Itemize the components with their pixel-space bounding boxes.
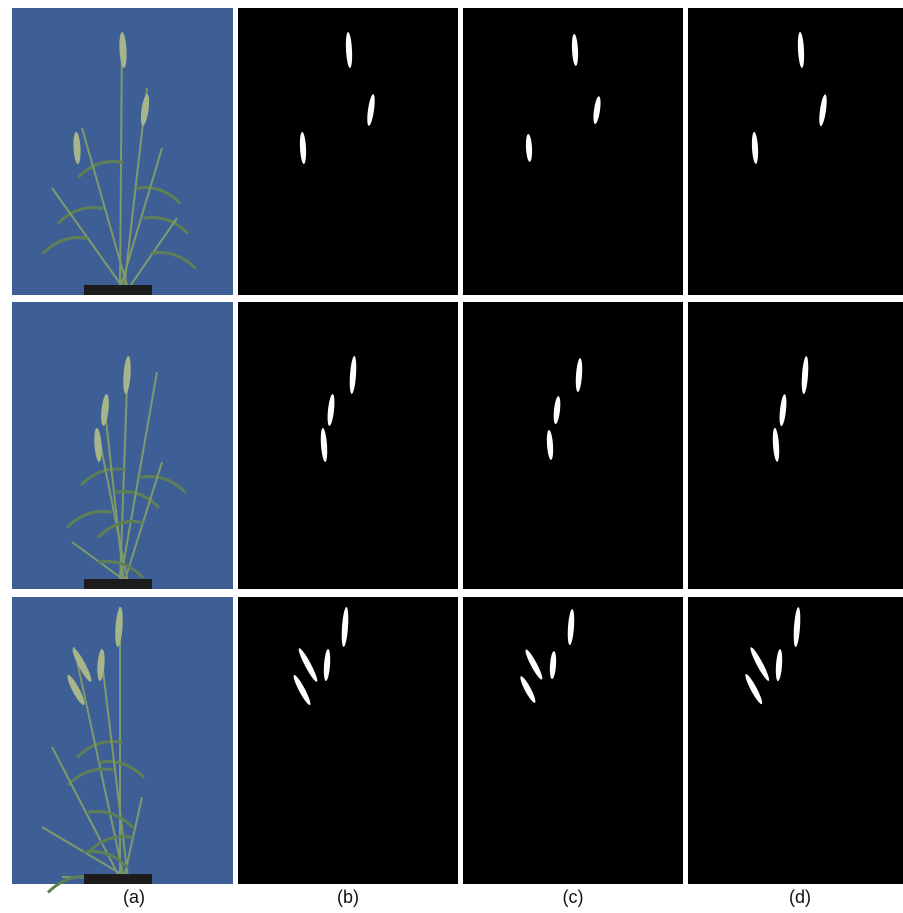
panel-background xyxy=(238,597,458,884)
segmentation-mask xyxy=(688,8,903,295)
panel-background xyxy=(12,302,233,589)
segmentation-mask xyxy=(238,8,458,295)
panel-background xyxy=(688,8,903,295)
segmentation-mask xyxy=(688,302,903,589)
column-label: (d) xyxy=(740,887,860,908)
column-label: (a) xyxy=(74,887,194,908)
panel-background xyxy=(12,597,233,884)
panel-background xyxy=(688,302,903,589)
segmentation-mask xyxy=(238,597,458,884)
image-grid xyxy=(0,0,903,913)
segmentation-mask xyxy=(463,8,683,295)
panel-background xyxy=(463,597,683,884)
column-label: (c) xyxy=(513,887,633,908)
panel-background xyxy=(238,302,458,589)
plant-photo xyxy=(12,302,233,589)
segmentation-mask xyxy=(238,302,458,589)
column-label: (b) xyxy=(288,887,408,908)
pot xyxy=(84,579,152,589)
pot xyxy=(84,285,152,295)
segmentation-mask xyxy=(688,597,903,884)
pot xyxy=(84,874,152,884)
plant-photo xyxy=(12,597,233,893)
plant-photo xyxy=(12,8,233,295)
segmentation-mask xyxy=(463,302,683,589)
segmentation-mask xyxy=(463,597,683,884)
panel-background xyxy=(463,302,683,589)
